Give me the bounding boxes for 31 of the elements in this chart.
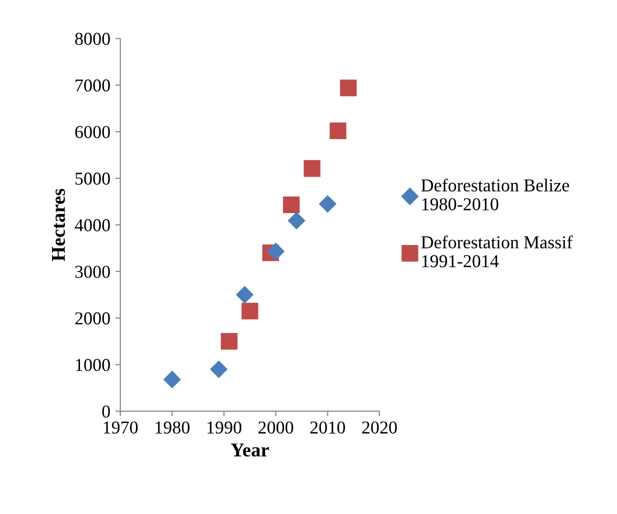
point (304, 160, 320, 177)
y-tick-label: 6000 (75, 126, 110, 138)
point (220, 332, 238, 350)
point (319, 195, 336, 212)
x-tick-label: 2000 (258, 421, 294, 434)
point (210, 360, 228, 378)
x-tick-label: 2020 (362, 421, 397, 434)
point (288, 212, 306, 230)
x-tick-label: 1980 (156, 421, 190, 434)
point (164, 370, 181, 388)
x-tick-label: 1990 (208, 421, 242, 434)
point (236, 286, 254, 304)
point (340, 80, 357, 96)
point (283, 196, 300, 214)
x-axis-title: Year (230, 444, 269, 457)
y-tick-label: 8000 (75, 32, 110, 45)
legend-label: Deforestation Massif 1991-2014 (421, 236, 573, 268)
y-axis-title: Hectares (52, 188, 65, 262)
y-tick-label: 3000 (75, 266, 110, 278)
y-tick-label: 4000 (74, 219, 110, 232)
y-tick-label: 2000 (75, 312, 110, 324)
point (267, 242, 284, 260)
y-tick-label: 7000 (76, 79, 110, 92)
point (242, 302, 258, 320)
y-tick-label: 5000 (76, 172, 110, 185)
y-tick-label: 0 (102, 405, 110, 418)
legend-label: Deforestation Belize 1980-2010 (421, 178, 570, 210)
x-tick-label: 2010 (310, 421, 345, 434)
y-tick-label: 1000 (76, 358, 110, 372)
point (330, 122, 346, 140)
x-tick-label: 1970 (104, 421, 138, 434)
